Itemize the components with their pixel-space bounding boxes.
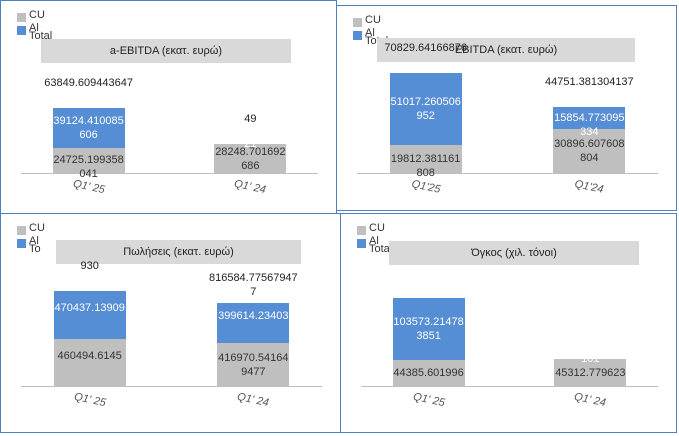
data-label: 24725.199358041 bbox=[53, 154, 124, 181]
x-tick-label: Q1' 25 bbox=[411, 390, 446, 410]
bar-segment bbox=[52, 147, 125, 173]
chart-panel: CU Al Total Όγκος (χιλ. τόνοι) 44385.601996 1… bbox=[340, 213, 677, 433]
total-label: 816584.775679477 bbox=[208, 271, 298, 298]
legend-label: Al bbox=[369, 235, 379, 247]
legend-swatch bbox=[17, 13, 26, 22]
data-label: 416970.541649477 bbox=[218, 351, 289, 378]
chart-panel: CU Al To Πωλήσεις (εκατ. ευρώ) 460494.6145 47… bbox=[0, 213, 341, 433]
legend-swatch bbox=[17, 226, 26, 235]
total-label: 930 bbox=[80, 260, 99, 272]
total-label: 44751.381304137 bbox=[544, 75, 634, 88]
bar-segment bbox=[53, 291, 126, 339]
chart-panel: CU Al Total a-EBITDA (εκατ. ευρώ) 24725.1993… bbox=[0, 0, 337, 214]
bar-segment bbox=[554, 359, 627, 386]
bar-segment bbox=[214, 144, 287, 173]
chart-title: a-EBITDA (εκατ. ευρώ) bbox=[41, 39, 291, 63]
data-label: 15854.773095334 bbox=[554, 112, 625, 139]
bar-segment bbox=[52, 108, 125, 148]
legend-swatch bbox=[17, 26, 26, 35]
x-tick-label: Q1' 24 bbox=[236, 390, 271, 410]
legend-swatch bbox=[17, 239, 26, 248]
data-label: 460494.6145 bbox=[57, 349, 122, 362]
bar-segment bbox=[553, 129, 626, 173]
legend-total: Total bbox=[369, 243, 393, 255]
legend-label: CU bbox=[29, 222, 45, 234]
baseline bbox=[21, 386, 322, 387]
legend-swatch bbox=[357, 226, 366, 235]
bar-segment bbox=[217, 343, 290, 386]
chart-title: EBITDA (εκατ. ευρώ) bbox=[377, 38, 635, 62]
bar-segment bbox=[389, 145, 462, 173]
legend-label: Al bbox=[29, 235, 39, 247]
legend-label: CU bbox=[369, 222, 385, 234]
legend-label: Al bbox=[29, 22, 39, 34]
bar-segment bbox=[553, 106, 626, 130]
legend-label: Al bbox=[365, 27, 375, 39]
bar-segment bbox=[217, 302, 290, 344]
total-label: 49 bbox=[244, 113, 257, 126]
legend-label: CU bbox=[365, 14, 381, 26]
data-label: 44385.601996 bbox=[393, 366, 464, 379]
data-label: 101 bbox=[581, 353, 600, 366]
legend-swatch bbox=[357, 239, 366, 248]
data-label: 39124.410085606 bbox=[53, 114, 124, 141]
bar-segment bbox=[392, 298, 465, 360]
chart-title: Πωλήσεις (εκατ. ευρώ) bbox=[56, 240, 301, 264]
data-label: 21 bbox=[244, 138, 257, 151]
data-label: 51017.260506952 bbox=[390, 96, 461, 122]
data-label: 19812.381161808 bbox=[390, 153, 461, 179]
x-tick-label: Q1' 24 bbox=[233, 177, 268, 197]
total-label: 70829.64166876 bbox=[384, 42, 467, 54]
data-label: 45312.779623 bbox=[555, 366, 626, 379]
legend-swatch bbox=[353, 18, 362, 27]
total-label: 63849.609443647 bbox=[44, 77, 133, 89]
bar-segment bbox=[389, 73, 462, 146]
x-tick-label: Q1' 24 bbox=[573, 390, 608, 410]
data-label: 470437.13909 bbox=[54, 302, 125, 314]
legend-label: CU bbox=[29, 9, 45, 21]
baseline bbox=[361, 386, 658, 387]
data-label: 28248.701692686 bbox=[215, 145, 286, 172]
legend-total: To bbox=[29, 243, 41, 255]
bar-segment bbox=[392, 359, 465, 386]
chart-panel: CUAlTotalEBITDA (εκατ. ευρώ)19812.381161… bbox=[336, 5, 677, 211]
data-label: 103573.214783851 bbox=[393, 315, 464, 342]
x-tick-label: Q1' 25 bbox=[72, 390, 107, 410]
x-tick-label: Q1'24 bbox=[573, 178, 605, 196]
legend-swatch bbox=[353, 31, 362, 40]
baseline bbox=[21, 173, 318, 174]
chart-title: Όγκος (χιλ. τόνοι) bbox=[389, 241, 639, 265]
bar-segment bbox=[53, 339, 126, 386]
data-label: 30896.607608804 bbox=[554, 138, 625, 165]
baseline bbox=[357, 173, 658, 174]
data-label: 399614.23403 bbox=[218, 310, 289, 323]
